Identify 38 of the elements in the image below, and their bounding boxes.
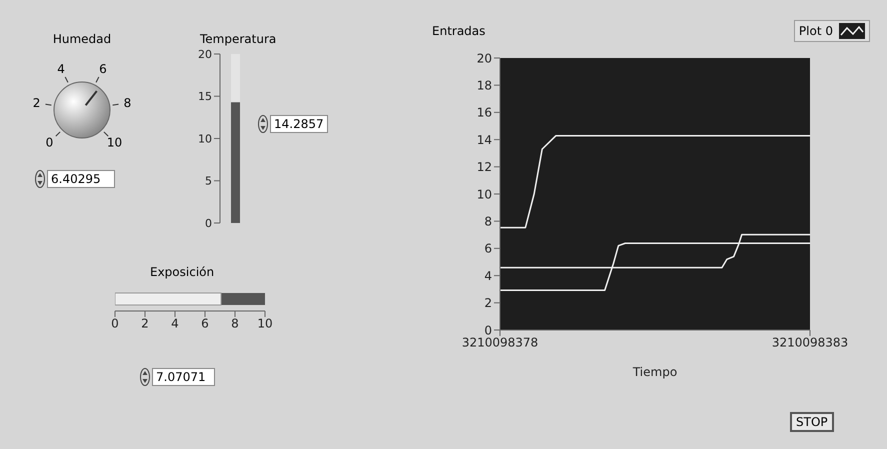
data-label: 6.40295 — [47, 170, 115, 188]
y-tick-label: 10 — [198, 132, 212, 146]
text: STOP — [790, 412, 834, 432]
text: 14.2857 — [270, 115, 328, 133]
y-tick-label: 5 — [205, 174, 212, 188]
text: 7.07071 — [152, 368, 215, 386]
text: 2 — [32, 96, 40, 110]
y-tick-label: 20 — [198, 48, 212, 61]
y-tick-label: 18 — [476, 78, 492, 92]
y-tick-label: 2 — [484, 296, 492, 310]
x-tick-label: 0 — [111, 316, 119, 331]
y-tick-label: 14 — [476, 132, 492, 147]
y-tick-label: 16 — [476, 106, 492, 120]
text: 0 — [46, 136, 54, 150]
y-tick-label: 6 — [484, 242, 492, 256]
chart-title: Entradas — [432, 24, 486, 38]
legend-label: Plot 0 — [798, 24, 833, 38]
chart-title: Exposición — [150, 265, 214, 279]
text: 8 — [124, 96, 132, 110]
x-axis-title: Tiempo — [632, 365, 678, 379]
x-tick-label: 3210098383 — [772, 336, 848, 350]
text: 10 — [106, 136, 122, 150]
y-tick-label: 15 — [198, 90, 212, 104]
x-tick-label: 8 — [231, 316, 239, 331]
y-tick-label: 12 — [476, 160, 492, 174]
x-tick-label: 2 — [141, 316, 149, 331]
x-tick-label: 10 — [257, 316, 273, 331]
x-tick-label: 4 — [171, 316, 179, 331]
y-tick-label: 20 — [476, 51, 492, 66]
text: Humedad — [52, 32, 112, 46]
y-tick-label: 10 — [476, 187, 492, 202]
y-tick-label: 0 — [205, 216, 212, 230]
y-tick-label: 8 — [484, 214, 492, 228]
x-tick-label: 3210098378 — [462, 336, 538, 350]
y-tick-label: 4 — [484, 268, 492, 283]
text: 6 — [99, 62, 107, 76]
chart-title: Temperatura — [200, 32, 276, 46]
text: 4 — [57, 62, 65, 76]
